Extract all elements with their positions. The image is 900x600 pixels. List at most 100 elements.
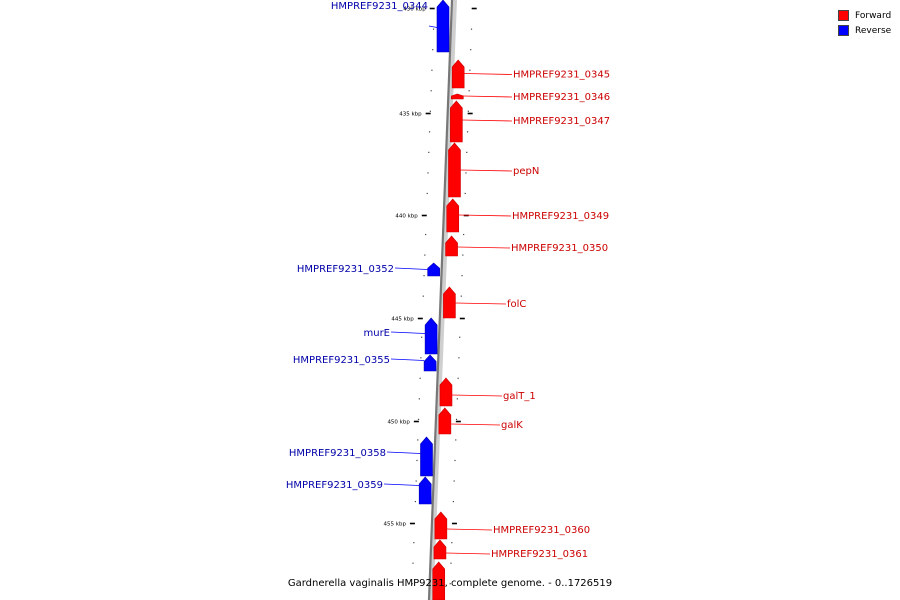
gene-label: HMPREF9231_0361 bbox=[491, 549, 588, 560]
gene-labels: HMPREF9231_0344 HMPREF9231_0345 HMPREF9231… bbox=[286, 1, 610, 560]
gene-leader-line bbox=[457, 246, 511, 249]
minor-tick bbox=[419, 377, 421, 379]
gene-leader-line bbox=[451, 394, 503, 397]
gene-HMPREF9231_0352-arrow bbox=[427, 262, 440, 277]
minor-tick bbox=[466, 151, 468, 153]
minor-tick bbox=[452, 500, 454, 503]
minor-tick bbox=[427, 172, 429, 174]
gene-leader-line bbox=[458, 214, 512, 217]
strand-legend: Forward Reverse bbox=[838, 8, 891, 38]
gene-HMPREF9231_0358-arrow bbox=[420, 436, 433, 477]
minor-tick bbox=[451, 542, 453, 544]
minor-tick bbox=[429, 110, 431, 112]
minor-tick bbox=[432, 28, 435, 30]
gene-HMPREF9231_0344-arrow bbox=[436, 0, 450, 53]
minor-tick bbox=[449, 583, 451, 585]
minor-tick bbox=[464, 192, 466, 195]
genome-backbone-shadow bbox=[428, 0, 457, 600]
legend-item-reverse: Reverse bbox=[838, 23, 891, 38]
legend-label-forward: Forward bbox=[855, 10, 892, 21]
minor-tick bbox=[456, 398, 458, 400]
gene-leader-line bbox=[455, 302, 507, 305]
forward-swatch bbox=[838, 10, 849, 21]
minor-tick bbox=[430, 90, 432, 92]
minor-tick bbox=[450, 562, 452, 564]
gene-murE-arrow bbox=[424, 317, 438, 355]
minor-tick bbox=[420, 357, 422, 359]
gene-leader-line bbox=[390, 358, 425, 361]
minor-tick bbox=[457, 377, 459, 379]
minor-tick bbox=[418, 398, 420, 400]
gene-label: folC bbox=[507, 299, 526, 310]
gene-unlabeled-arrow bbox=[432, 561, 446, 600]
gene-pepN-arrow bbox=[448, 142, 461, 198]
minor-tick bbox=[455, 418, 458, 420]
tick-label: 445 kbp bbox=[391, 317, 414, 323]
minor-tick bbox=[413, 542, 415, 544]
gene-label: pepN bbox=[513, 166, 539, 177]
tick-label: 455 kbp bbox=[384, 522, 407, 528]
gene-label: HMPREF9231_0359 bbox=[286, 480, 383, 491]
gene-HMPREF9231_0349-arrow bbox=[446, 198, 460, 233]
gene-galT_1-arrow bbox=[439, 377, 453, 407]
minor-tick bbox=[428, 131, 431, 133]
minor-tick bbox=[465, 172, 467, 174]
minor-tick bbox=[454, 459, 456, 462]
minor-tick bbox=[461, 275, 463, 277]
tick-label: 430 kbp bbox=[403, 7, 426, 13]
gene-HMPREF9231_0346-arrow bbox=[451, 93, 464, 100]
gene-leader-line bbox=[450, 423, 501, 426]
gene-leader-line bbox=[390, 331, 426, 334]
gene-leader-line bbox=[386, 451, 421, 454]
minor-tick bbox=[428, 151, 430, 153]
minor-tick bbox=[424, 254, 426, 256]
gene-leader-line bbox=[445, 552, 491, 555]
minor-tick bbox=[422, 295, 424, 297]
gene-folC-arrow bbox=[443, 286, 456, 319]
minor-tick bbox=[417, 439, 419, 441]
gene-HMPREF9231_0345-arrow bbox=[451, 59, 465, 89]
minor-tick bbox=[467, 110, 469, 112]
gene-label: HMPREF9231_0352 bbox=[297, 264, 394, 275]
minor-tick bbox=[459, 336, 461, 338]
gene-label: galT_1 bbox=[503, 391, 536, 402]
minor-tick bbox=[412, 562, 414, 564]
gene-label: galK bbox=[501, 420, 523, 431]
gene-label: murE bbox=[363, 328, 390, 339]
minor-tick bbox=[470, 28, 473, 30]
minor-tick bbox=[416, 459, 418, 462]
tick-label: 450 kbp bbox=[387, 420, 410, 426]
minor-tick bbox=[468, 90, 470, 92]
minor-tick bbox=[466, 131, 469, 133]
gene-HMPREF9231_0359-arrow bbox=[418, 476, 432, 505]
gene-HMPREF9231_0355-arrow bbox=[423, 354, 437, 372]
gene-label: HMPREF9231_0347 bbox=[513, 116, 610, 127]
tick-label: 435 kbp bbox=[399, 112, 422, 118]
minor-tick bbox=[415, 480, 417, 482]
minor-tick bbox=[432, 49, 434, 51]
minor-tick bbox=[470, 49, 472, 51]
genome-title: Gardnerella vaginalis HMP9231, complete … bbox=[287, 578, 613, 589]
minor-tick bbox=[469, 69, 471, 71]
gene-leader-line bbox=[462, 119, 513, 122]
gene-label: HMPREF9231_0344 bbox=[331, 1, 428, 12]
gene-label: HMPREF9231_0346 bbox=[513, 92, 610, 103]
gene-galK-arrow bbox=[438, 407, 452, 435]
minor-tick bbox=[411, 583, 413, 585]
minor-tick bbox=[458, 357, 460, 359]
gene-label: HMPREF9231_0349 bbox=[512, 211, 609, 222]
minor-tick bbox=[426, 192, 428, 195]
gene-leader-line bbox=[463, 95, 513, 98]
gene-leader-line bbox=[383, 483, 420, 486]
minor-tick bbox=[455, 439, 457, 441]
gene-HMPREF9231_0347-arrow bbox=[450, 100, 463, 143]
gene-leader-line bbox=[394, 267, 428, 270]
gene-label: HMPREF9231_0355 bbox=[293, 355, 390, 366]
minor-tick bbox=[423, 275, 425, 277]
gene-label: HMPREF9231_0360 bbox=[493, 525, 590, 536]
minor-tick bbox=[463, 233, 465, 236]
genome-backbone bbox=[427, 0, 454, 600]
legend-item-forward: Forward bbox=[838, 8, 891, 23]
minor-tick bbox=[462, 254, 464, 256]
